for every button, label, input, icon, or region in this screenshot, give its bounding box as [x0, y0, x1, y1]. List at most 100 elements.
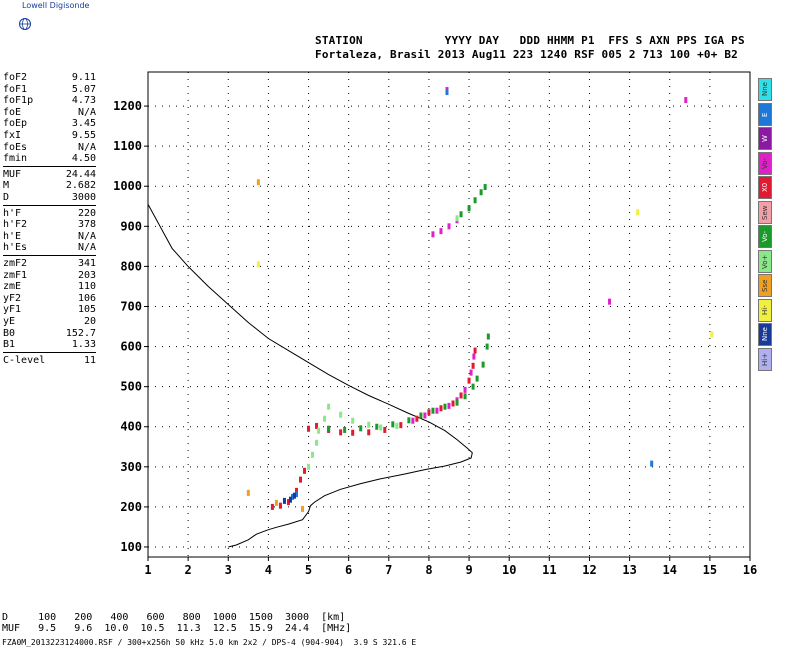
echo-point — [270, 503, 274, 510]
echo-point — [315, 439, 319, 446]
legend-item: Hi- — [758, 298, 772, 322]
echo-point — [445, 89, 449, 96]
echo-point — [343, 426, 347, 433]
param-value: 4.73 — [71, 95, 96, 107]
echo-point — [339, 411, 343, 418]
param-value: 11 — [83, 354, 96, 366]
param-value: 20 — [83, 316, 96, 327]
x-tick-label: 1 — [144, 563, 151, 577]
echo-point — [315, 422, 319, 429]
echo-point — [286, 499, 290, 506]
echo-point — [636, 209, 640, 216]
param-value: N/A — [77, 106, 96, 118]
legend-label: E — [761, 111, 769, 117]
param-separator — [3, 165, 96, 167]
echo-point — [395, 422, 399, 429]
y-tick-label: 1100 — [113, 139, 142, 153]
param-value: 24.44 — [65, 168, 96, 180]
echo-point — [431, 407, 435, 414]
param-value: 2.682 — [65, 180, 96, 192]
echo-point — [391, 421, 395, 428]
globe-icon — [6, 6, 32, 34]
echo-point — [359, 425, 363, 432]
param-value: 110 — [77, 281, 96, 293]
param-label: foF2 — [3, 72, 28, 83]
x-tick-label: 5 — [305, 563, 312, 577]
param-label: h'Es — [3, 242, 28, 254]
echo-point — [475, 375, 479, 382]
legend-item: Sew — [758, 200, 772, 224]
legend-label: Vo- — [761, 230, 769, 243]
echo-point — [327, 425, 331, 432]
param-separator — [3, 204, 96, 206]
param-value: N/A — [77, 242, 96, 254]
y-tick-label: 1200 — [113, 99, 142, 113]
echo-point — [472, 353, 476, 360]
footer-muf-row: MUF 9.5 9.6 10.0 10.5 11.3 12.5 15.9 24.… — [2, 623, 352, 634]
echo-point — [481, 361, 485, 368]
param-separator — [3, 351, 96, 353]
param-label: D — [3, 192, 10, 203]
legend-label: Nne — [761, 82, 769, 97]
param-value: 1.33 — [71, 339, 96, 351]
echo-point — [256, 179, 260, 186]
param-label: foE — [3, 106, 22, 118]
echo-point — [467, 205, 471, 212]
param-value: 106 — [77, 292, 96, 304]
echo-point — [311, 451, 315, 458]
echo-point — [415, 415, 419, 422]
footer-info: FZA0M_2013223124000.RSF / 300+x256h 50 k… — [2, 638, 417, 647]
echo-point — [299, 476, 303, 483]
echo-point — [307, 463, 311, 470]
echo-point — [483, 184, 487, 191]
y-tick-label: 700 — [120, 299, 142, 313]
echo-point — [485, 343, 489, 350]
legend-item: Nne — [758, 78, 772, 101]
x-tick-label: 2 — [185, 563, 192, 577]
param-value: 152.7 — [65, 327, 96, 339]
echo-point — [294, 487, 298, 494]
echo-point — [469, 369, 473, 376]
param-label: zmF1 — [3, 269, 28, 281]
param-label: zmE — [3, 281, 22, 293]
x-tick-label: 10 — [502, 563, 516, 577]
echo-point — [327, 403, 331, 410]
echo-point — [447, 223, 451, 230]
echo-point — [407, 417, 411, 424]
echo-point — [486, 333, 490, 340]
param-label: M — [3, 180, 10, 192]
echo-point — [471, 362, 475, 369]
legend-item: Hi+ — [758, 347, 772, 371]
param-value: 105 — [77, 304, 96, 316]
param-label: foEs — [3, 141, 28, 153]
param-label: yF2 — [3, 292, 22, 304]
echo-point — [608, 298, 612, 305]
param-label: MUF — [3, 168, 22, 180]
plot-frame — [147, 71, 751, 558]
param-label: B1 — [3, 339, 16, 351]
legend-item: Nne — [758, 323, 772, 346]
echo-point — [710, 331, 714, 338]
x-tick-label: 12 — [582, 563, 596, 577]
echo-point — [419, 412, 423, 419]
x-tick-label: 11 — [542, 563, 556, 577]
echo-point — [473, 347, 477, 354]
echo-point — [367, 421, 371, 428]
x-tick-label: 4 — [265, 563, 272, 577]
param-separator — [3, 255, 96, 256]
param-value: 378 — [77, 219, 96, 231]
echo-point — [278, 502, 282, 509]
param-label: yE — [3, 316, 16, 327]
param-label: zmF2 — [3, 258, 28, 269]
param-value: 341 — [77, 258, 96, 269]
legend-label: X0 — [761, 182, 769, 193]
legend-label: Hi+ — [761, 352, 769, 366]
x-tick-label: 16 — [743, 563, 757, 577]
echo-point — [459, 211, 463, 218]
echo-point — [411, 417, 415, 424]
echo-point — [294, 491, 298, 498]
legend-item: Vo- — [758, 151, 772, 175]
echo-point — [435, 407, 439, 414]
x-tick-label: 3 — [225, 563, 232, 577]
y-tick-label: 1000 — [113, 179, 142, 193]
